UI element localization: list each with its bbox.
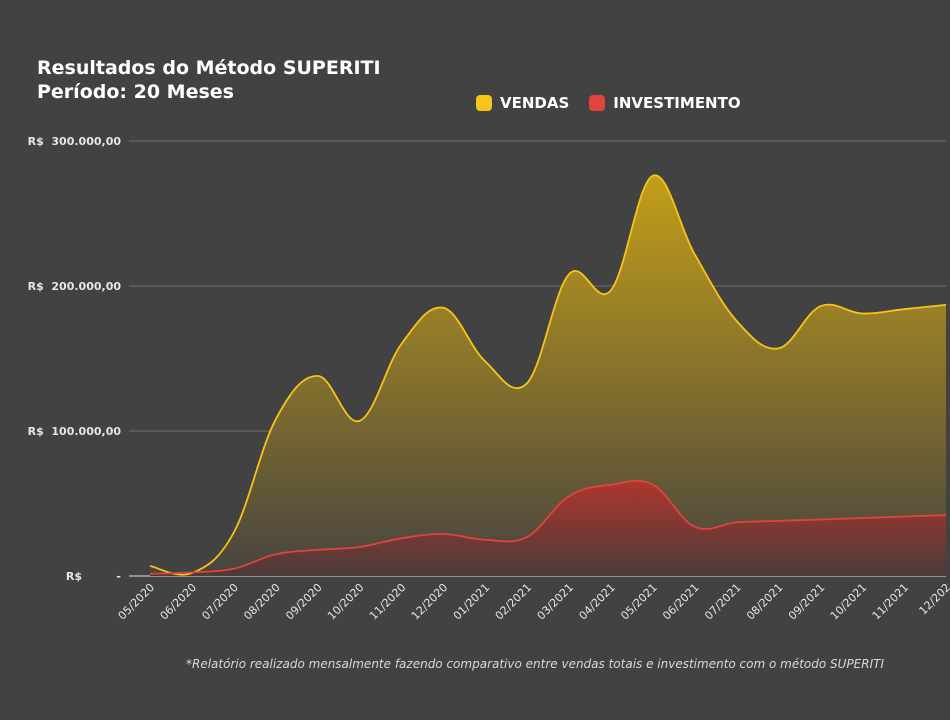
- line-investimento: [149, 479, 947, 575]
- x-tick-label: 11/2020: [367, 581, 409, 623]
- x-tick-label: 06/2021: [660, 581, 702, 623]
- x-tick-label: 09/2020: [283, 581, 325, 623]
- chart-title-block: Resultados do Método SUPERITI Período: 2…: [37, 56, 381, 104]
- area-investimento: [150, 480, 946, 576]
- legend-swatch-vendas: [476, 95, 492, 111]
- x-tick-label: 08/2020: [241, 581, 283, 623]
- y-tick-label: R$ 100.000,00: [28, 425, 122, 438]
- footnote: *Relatório realizado mensalmente fazendo…: [185, 657, 885, 671]
- x-tick-label: 08/2021: [744, 581, 786, 623]
- x-tick-label: 01/2021: [451, 581, 493, 623]
- y-axis-ticks: R$ - R$ 100.000,00 R$ 200.000,00 R$ 300.000…: [28, 135, 122, 583]
- x-tick-label: 12/202: [917, 581, 950, 618]
- legend-label-vendas: VENDAS: [500, 94, 570, 112]
- x-tick-label: 05/2021: [618, 581, 660, 623]
- legend-item-investimento: INVESTIMENTO: [589, 94, 741, 112]
- x-tick-label: 05/2020: [116, 581, 158, 623]
- area-vendas: [150, 175, 946, 576]
- y-tick-label: R$ 200.000,00: [28, 280, 122, 293]
- y-tick-label: R$ 300.000,00: [28, 135, 122, 148]
- x-tick-label: 04/2021: [576, 581, 618, 623]
- x-tick-label: 10/2020: [325, 581, 367, 623]
- legend-item-vendas: VENDAS: [476, 94, 569, 112]
- legend: VENDAS INVESTIMENTO: [476, 94, 761, 112]
- y-tick-label: R$ -: [66, 570, 121, 583]
- chart-subtitle: Período: 20 Meses: [37, 81, 234, 103]
- x-tick-label: 09/2021: [786, 581, 828, 623]
- x-tick-label: 06/2020: [158, 581, 200, 623]
- x-tick-label: 12/2020: [409, 581, 451, 623]
- x-tick-label: 11/2021: [870, 581, 912, 623]
- x-tick-label: 07/2020: [199, 581, 241, 623]
- legend-label-investimento: INVESTIMENTO: [613, 94, 741, 112]
- x-tick-label: 10/2021: [828, 581, 870, 623]
- x-tick-label: 07/2021: [702, 581, 744, 623]
- line-vendas: [149, 174, 947, 576]
- series-areas: [150, 175, 946, 576]
- series-lines: [149, 174, 947, 576]
- x-axis-ticks: 05/2020 06/2020 07/2020 08/2020 09/2020 10/20…: [116, 581, 950, 623]
- chart-title: Resultados do Método SUPERITI: [37, 57, 381, 79]
- legend-swatch-investimento: [589, 95, 606, 111]
- x-tick-label: 03/2021: [535, 581, 577, 623]
- x-tick-label: 02/2021: [493, 581, 535, 623]
